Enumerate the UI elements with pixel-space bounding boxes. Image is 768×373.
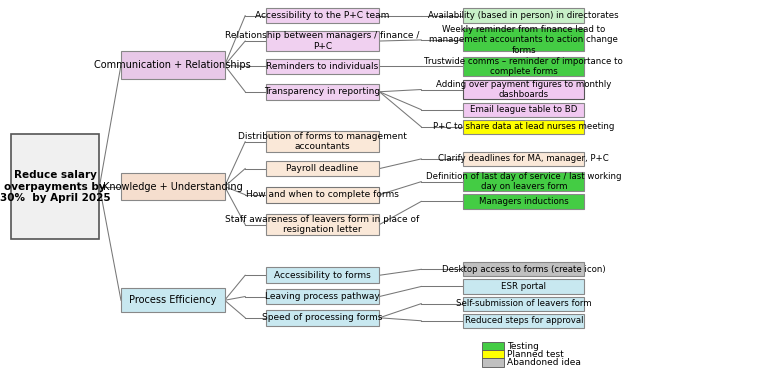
FancyBboxPatch shape	[463, 80, 584, 99]
FancyBboxPatch shape	[463, 57, 584, 76]
Text: Accessibility to forms: Accessibility to forms	[274, 271, 371, 280]
FancyBboxPatch shape	[463, 194, 584, 209]
FancyBboxPatch shape	[121, 51, 224, 79]
Text: Process Efficiency: Process Efficiency	[129, 295, 217, 305]
FancyBboxPatch shape	[463, 120, 584, 134]
Text: Managers inductions: Managers inductions	[479, 197, 568, 206]
FancyBboxPatch shape	[463, 297, 584, 311]
FancyBboxPatch shape	[11, 134, 100, 239]
Text: Self-submission of leavers form: Self-submission of leavers form	[456, 299, 591, 308]
Text: Planned test: Planned test	[507, 350, 564, 359]
Text: Abandoned idea: Abandoned idea	[507, 358, 581, 367]
FancyBboxPatch shape	[266, 84, 379, 100]
FancyBboxPatch shape	[463, 103, 584, 117]
Text: Desktop access to forms (create icon): Desktop access to forms (create icon)	[442, 265, 606, 274]
Text: Relationship between managers / finance /
P+C: Relationship between managers / finance …	[225, 31, 420, 51]
FancyBboxPatch shape	[266, 214, 379, 235]
Text: Speed of processing forms: Speed of processing forms	[263, 313, 382, 322]
FancyBboxPatch shape	[266, 161, 379, 176]
FancyBboxPatch shape	[266, 131, 379, 152]
FancyBboxPatch shape	[266, 59, 379, 74]
FancyBboxPatch shape	[266, 310, 379, 326]
FancyBboxPatch shape	[121, 288, 224, 313]
Text: Transparency in reporting: Transparency in reporting	[264, 87, 381, 96]
Text: Clarify deadlines for MA, manager, P+C: Clarify deadlines for MA, manager, P+C	[439, 154, 609, 163]
Text: Trustwide comms – reminder of importance to
complete forms: Trustwide comms – reminder of importance…	[425, 57, 623, 76]
Text: Accessibility to the P+C team: Accessibility to the P+C team	[256, 11, 389, 20]
Text: How and when to complete forms: How and when to complete forms	[246, 190, 399, 199]
FancyBboxPatch shape	[463, 8, 584, 23]
FancyBboxPatch shape	[463, 28, 584, 51]
FancyBboxPatch shape	[266, 267, 379, 283]
Text: Email league table to BD: Email league table to BD	[470, 105, 578, 114]
Text: Reduce salary
overpayments by
30%  by April 2025: Reduce salary overpayments by 30% by Apr…	[0, 170, 111, 203]
Text: P+C to share data at lead nurses meeting: P+C to share data at lead nurses meeting	[433, 122, 614, 131]
Text: Definition of last day of service / last working
day on leavers form: Definition of last day of service / last…	[426, 172, 621, 191]
Text: Distribution of forms to management
accountants: Distribution of forms to management acco…	[238, 132, 407, 151]
FancyBboxPatch shape	[463, 172, 584, 191]
FancyBboxPatch shape	[266, 187, 379, 203]
FancyBboxPatch shape	[463, 152, 584, 166]
FancyBboxPatch shape	[463, 279, 584, 294]
Text: Availability (based in person) in directorates: Availability (based in person) in direct…	[429, 11, 619, 20]
Text: Reduced steps for approval: Reduced steps for approval	[465, 316, 583, 325]
FancyBboxPatch shape	[482, 342, 504, 350]
Text: Payroll deadline: Payroll deadline	[286, 164, 359, 173]
FancyBboxPatch shape	[266, 289, 379, 304]
Text: Reminders to individuals: Reminders to individuals	[266, 62, 379, 71]
Text: Communication + Relationships: Communication + Relationships	[94, 60, 251, 70]
FancyBboxPatch shape	[121, 172, 224, 200]
Text: Testing: Testing	[507, 342, 539, 351]
Text: Leaving process pathway: Leaving process pathway	[265, 292, 380, 301]
FancyBboxPatch shape	[482, 358, 504, 367]
FancyBboxPatch shape	[266, 8, 379, 23]
Text: Staff awareness of leavers form in place of
resignation letter: Staff awareness of leavers form in place…	[226, 215, 419, 234]
Text: Weekly reminder from finance lead to
management accountants to action change
for: Weekly reminder from finance lead to man…	[429, 25, 618, 55]
FancyBboxPatch shape	[482, 350, 504, 358]
Text: Knowledge + Understanding: Knowledge + Understanding	[103, 182, 243, 191]
FancyBboxPatch shape	[463, 314, 584, 328]
FancyBboxPatch shape	[266, 31, 379, 51]
FancyBboxPatch shape	[463, 262, 584, 276]
Text: Adding over payment figures to monthly
dashboards: Adding over payment figures to monthly d…	[436, 80, 611, 99]
Text: ESR portal: ESR portal	[502, 282, 546, 291]
